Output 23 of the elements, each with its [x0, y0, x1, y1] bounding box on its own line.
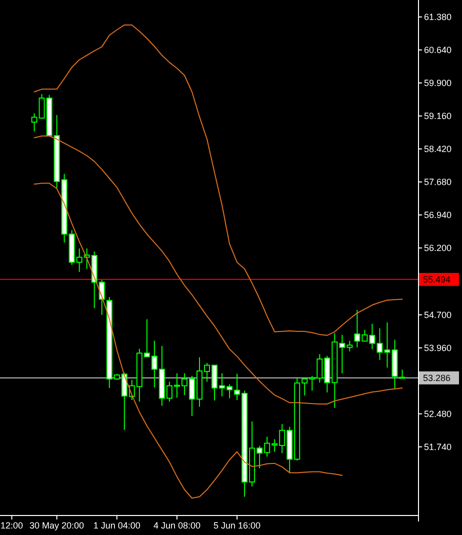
line-series: [34, 136, 403, 405]
x-tick-label: 4 Jun 08:00: [153, 520, 200, 530]
line-series: [34, 182, 343, 499]
x-tick-label: 12:00: [0, 520, 24, 530]
y-tick-label: 52.480: [424, 408, 452, 419]
y-tick-label: 54.700: [424, 310, 452, 320]
y-tick-label: 61.380: [424, 12, 452, 22]
line-series: [34, 24, 403, 336]
y-tick-label: 57.680: [424, 176, 452, 187]
y-tick-label: 60.640: [424, 44, 452, 55]
ref-line-label: 53.286: [423, 372, 451, 383]
x-tick-label: 1 Jun 04:00: [93, 520, 140, 530]
candlestick: [399, 369, 406, 379]
y-tick-label: 59.160: [424, 110, 452, 121]
y-tick-label: 56.940: [424, 210, 452, 220]
x-tick-label: 30 May 20:00: [30, 520, 84, 530]
y-tick-label: 58.420: [424, 144, 452, 154]
y-tick-label: 51.740: [424, 442, 452, 452]
y-tick-label: 53.960: [424, 342, 452, 353]
y-tick-label: 56.200: [424, 242, 452, 253]
ref-line-label: 55.494: [423, 274, 451, 284]
y-tick-label: 59.900: [424, 78, 452, 88]
x-tick-label: 5 Jun 16:00: [214, 520, 261, 530]
